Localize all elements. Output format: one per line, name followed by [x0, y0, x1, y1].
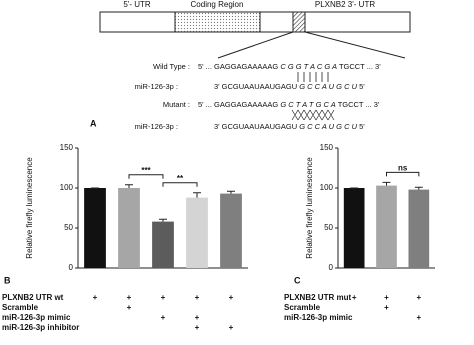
treatment-sign: + — [384, 303, 389, 312]
y-axis-label: Relative firefly luminescence — [25, 157, 34, 259]
significance-bracket — [386, 171, 420, 177]
bar — [343, 188, 365, 268]
treatment-sign: + — [352, 293, 357, 302]
treatment-label: miR-126-3p mimic — [2, 313, 71, 322]
coding-box — [174, 11, 261, 33]
treatment-sign: + — [229, 323, 234, 332]
utr3-box — [259, 11, 411, 33]
seq-pre: 5' ... GAGGAGAAAAAG — [198, 62, 278, 71]
panel-label: A — [90, 118, 97, 128]
error-bar — [159, 218, 167, 222]
bar — [118, 188, 140, 268]
y-tick-label: 50 — [324, 223, 333, 232]
zoom-line — [304, 31, 406, 59]
seq-pre: 5' ... GAGGAGAAAAAG — [198, 100, 278, 109]
seq-label: miR-126-3p : — [135, 122, 178, 131]
significance-label: ns — [398, 164, 408, 173]
seq-label: Wild Type : — [153, 62, 190, 71]
seq-site: G C C A U G C U — [299, 122, 357, 131]
significance-label: ** — [177, 174, 184, 183]
error-bar — [193, 192, 201, 198]
seq-text: 3' GCGUAAUAAUGAGU G C C A U G C U 5' — [214, 82, 365, 91]
treatment-sign: + — [127, 293, 132, 302]
seq-post: 5' — [359, 122, 365, 131]
error-bar — [227, 190, 235, 194]
bar — [186, 197, 208, 268]
mismatch-marks — [291, 109, 335, 121]
y-axis-label: Relative firefly luminescence — [305, 157, 314, 259]
error-bar — [414, 186, 423, 190]
significance-label: *** — [141, 166, 151, 175]
seq-site: G C C A U G C U — [299, 82, 357, 91]
error-bar — [125, 184, 133, 188]
treatment-label: PLXNB2 UTR wt — [2, 293, 64, 302]
bar — [152, 221, 174, 268]
seq-post: 5' — [359, 82, 365, 91]
treatment-sign: + — [127, 303, 132, 312]
treatment-sign: + — [416, 293, 421, 302]
treatment-sign: + — [416, 313, 421, 322]
treatment-label: miR-126-3p inhibitor — [2, 323, 79, 332]
seq-site: C G G T A C G A — [280, 62, 337, 71]
seq-site: G C T A T G C A — [280, 100, 335, 109]
y-tick-label: 100 — [320, 183, 334, 192]
bar — [220, 193, 242, 268]
treatment-sign: + — [161, 313, 166, 322]
bar — [408, 189, 430, 268]
significance-bracket — [128, 174, 164, 179]
y-tick-label: 150 — [320, 143, 334, 152]
treatment-label: Scramble — [2, 303, 39, 312]
panel-label: C — [294, 275, 301, 285]
y-tick-label: 100 — [60, 183, 74, 192]
treatment-sign: + — [195, 313, 200, 322]
seq-label: miR-126-3p : — [135, 82, 178, 91]
utr5-box — [99, 11, 176, 33]
seq-text: 5' ... GAGGAGAAAAAG G C T A T G C A TGCC… — [198, 100, 380, 109]
sequences: Wild Type : 5' ... GAGGAGAAAAAG C G G T … — [90, 62, 381, 131]
seq-pre: 3' GCGUAAUAAUGAGU — [214, 122, 297, 131]
treatment-sign: + — [229, 293, 234, 302]
bar — [84, 188, 106, 268]
treatment-label: Scramble — [284, 303, 321, 312]
treatment-label: miR-126-3p mimic — [284, 313, 353, 322]
treatment-label: PLXNB2 UTR mut — [284, 293, 351, 302]
seq-text: 5' ... GAGGAGAAAAAG C G G T A C G A TGCC… — [198, 62, 381, 71]
pairing-lines — [297, 72, 329, 82]
region-label: PLXNB2 3'- UTR — [315, 0, 375, 9]
treatment-sign: + — [384, 293, 389, 302]
region-label: 5'- UTR — [123, 0, 151, 9]
treatment-sign: + — [195, 323, 200, 332]
treatment-sign: + — [161, 293, 166, 302]
seq-pre: 3' GCGUAAUAAUGAGU — [214, 82, 297, 91]
y-tick-label: 0 — [69, 263, 74, 272]
treatment-sign: + — [195, 293, 200, 302]
y-tick-label: 150 — [60, 143, 74, 152]
y-tick-label: 0 — [329, 263, 334, 272]
gene-diagram: 5'- UTR Coding Region PLXNB2 3'- UTR — [99, 0, 411, 59]
panel-label: B — [4, 275, 11, 285]
error-bar — [382, 181, 391, 186]
treatment-sign: + — [93, 293, 98, 302]
significance-bracket — [162, 182, 198, 187]
bar — [376, 185, 397, 268]
region-label: Coding Region — [191, 0, 244, 9]
site-box — [292, 11, 306, 33]
seq-post: TGCCT ... 3' — [339, 62, 381, 71]
seq-post: TGCCT ... 3' — [338, 100, 380, 109]
seq-label: Mutant : — [163, 100, 190, 109]
seq-text: 3' GCGUAAUAAUGAGU G C C A U G C U 5' — [214, 122, 365, 131]
y-tick-label: 50 — [64, 223, 73, 232]
zoom-line — [217, 31, 294, 59]
